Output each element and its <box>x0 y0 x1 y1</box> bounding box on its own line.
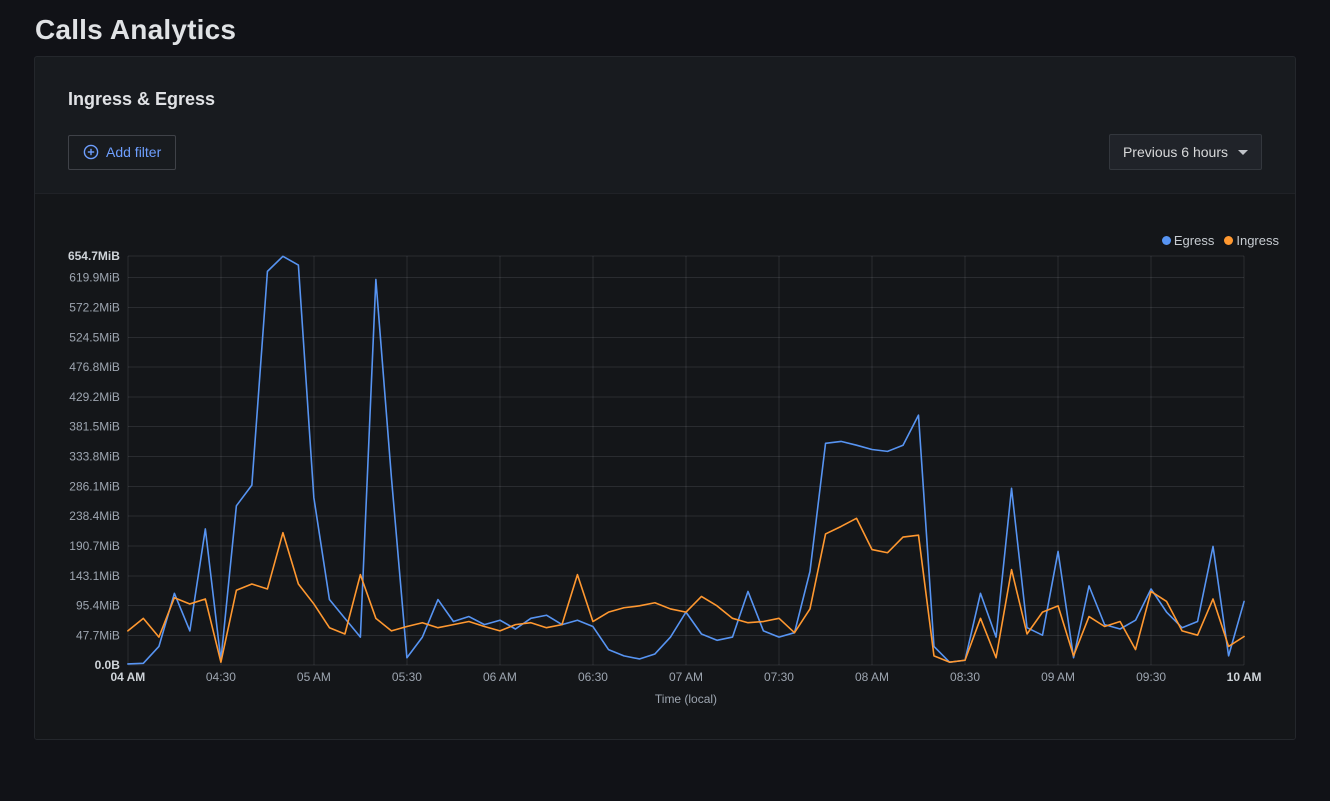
svg-text:09:30: 09:30 <box>1136 670 1166 684</box>
svg-text:04 AM: 04 AM <box>110 670 145 684</box>
page-title: Calls Analytics <box>35 14 237 45</box>
svg-text:619.9MiB: 619.9MiB <box>69 271 120 285</box>
legend-item-ingress[interactable]: Ingress <box>1224 233 1279 248</box>
chart-grid <box>127 255 1245 666</box>
legend-dot-ingress <box>1224 236 1234 245</box>
time-range-dropdown[interactable]: Previous 6 hours <box>1108 134 1262 170</box>
svg-text:08 AM: 08 AM <box>855 670 889 684</box>
add-filter-button[interactable]: Add filter <box>68 134 177 170</box>
panel-toolbar: Add filter Previous 6 hours <box>68 134 1262 170</box>
svg-text:06:30: 06:30 <box>578 670 608 684</box>
svg-text:09 AM: 09 AM <box>1041 670 1075 684</box>
svg-text:476.8MiB: 476.8MiB <box>69 360 120 374</box>
chevron-down-icon <box>1238 149 1248 155</box>
panel-card: Ingress & Egress Add filter Previous 6 h… <box>34 56 1296 740</box>
svg-text:47.7MiB: 47.7MiB <box>76 628 120 642</box>
svg-text:333.8MiB: 333.8MiB <box>69 450 120 464</box>
svg-text:0.0B: 0.0B <box>95 658 121 672</box>
add-filter-label: Add filter <box>106 144 162 160</box>
svg-text:04:30: 04:30 <box>206 670 236 684</box>
legend-label-ingress: Ingress <box>1236 233 1279 248</box>
svg-text:08:30: 08:30 <box>950 670 980 684</box>
svg-text:143.1MiB: 143.1MiB <box>69 569 120 583</box>
svg-text:381.5MiB: 381.5MiB <box>69 420 120 434</box>
x-axis-labels: 04 AM 04:30 05 AM 05:30 06 AM 06:30 07 AM 07:30… <box>110 670 1261 684</box>
svg-text:07 AM: 07 AM <box>669 670 703 684</box>
chart-legend: Egress Ingress <box>1161 233 1279 248</box>
x-axis-title: Time (local) <box>655 692 717 706</box>
svg-text:524.5MiB: 524.5MiB <box>69 330 120 344</box>
svg-text:654.7MiB: 654.7MiB <box>68 249 120 263</box>
svg-text:95.4MiB: 95.4MiB <box>76 599 120 613</box>
panel-title: Ingress & Egress <box>68 89 216 109</box>
time-range-label: Previous 6 hours <box>1122 144 1228 160</box>
svg-text:07:30: 07:30 <box>764 670 794 684</box>
svg-text:190.7MiB: 190.7MiB <box>69 539 120 553</box>
y-axis-labels: 654.7MiB 619.9MiB 572.2MiB 524.5MiB 476.8MiB… <box>68 249 120 672</box>
svg-text:06 AM: 06 AM <box>483 670 517 684</box>
chart-series <box>127 255 1245 665</box>
chart-panel: Egress Ingress 654.7MiB 619.9MiB 572.2MiB 5… <box>35 193 1295 739</box>
series-line-ingress <box>127 517 1245 663</box>
svg-text:05:30: 05:30 <box>392 670 422 684</box>
legend-dot-egress <box>1161 236 1171 245</box>
svg-text:429.2MiB: 429.2MiB <box>69 390 120 404</box>
svg-text:238.4MiB: 238.4MiB <box>69 509 120 523</box>
svg-text:05 AM: 05 AM <box>297 670 331 684</box>
ingress-egress-chart[interactable]: 654.7MiB 619.9MiB 572.2MiB 524.5MiB 476.8MiB… <box>35 194 1295 713</box>
svg-text:10 AM: 10 AM <box>1227 670 1262 684</box>
plus-circle-icon <box>83 144 99 160</box>
legend-item-egress[interactable]: Egress <box>1161 233 1215 248</box>
legend-label-egress: Egress <box>1173 233 1215 248</box>
svg-text:572.2MiB: 572.2MiB <box>69 300 120 314</box>
page-header: Calls Analytics <box>0 0 1330 56</box>
x-axis-title-group: Time (local) <box>655 692 717 706</box>
svg-text:286.1MiB: 286.1MiB <box>69 479 120 493</box>
